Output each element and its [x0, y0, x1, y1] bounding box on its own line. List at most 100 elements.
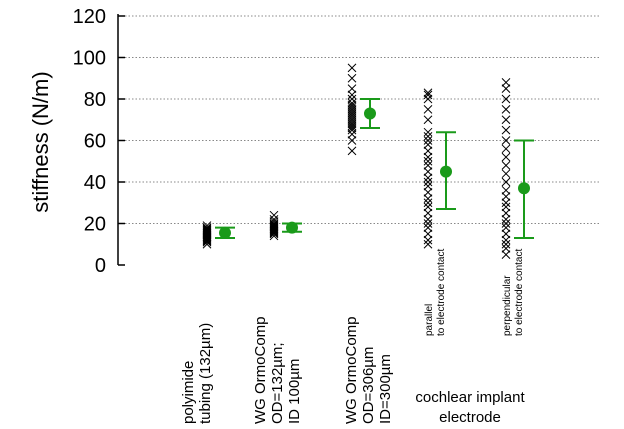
raw-point — [347, 125, 357, 135]
category-label: to electrode contact — [436, 249, 447, 336]
category-labels: polyimide tubing (132µm) WG OrmoComp OD=132… — [180, 249, 525, 426]
raw-point — [501, 219, 511, 228]
raw-point — [501, 78, 511, 87]
raw-point — [269, 214, 279, 224]
category-label: ID 100µm — [286, 359, 303, 424]
raw-point — [501, 208, 511, 218]
raw-point — [347, 121, 357, 131]
raw-point — [501, 136, 511, 145]
raw-point — [423, 156, 433, 166]
category-label: to electrode contact — [514, 249, 525, 336]
raw-point — [347, 136, 357, 145]
category-label: OD=306µm — [360, 347, 377, 424]
raw-point — [347, 94, 357, 104]
raw-point — [347, 109, 357, 118]
raw-point — [501, 192, 511, 201]
raw-point — [501, 202, 511, 212]
raw-point — [501, 239, 511, 249]
raw-point — [202, 221, 212, 230]
raw-point — [202, 227, 212, 237]
raw-point — [501, 244, 511, 253]
raw-point — [423, 127, 433, 137]
category-label: perpendicular — [502, 275, 513, 336]
raw-point — [423, 167, 433, 176]
raw-point — [202, 224, 212, 234]
raw-point — [423, 235, 433, 245]
raw-point — [423, 173, 433, 183]
category-label: WG OrmoComp — [252, 316, 269, 424]
raw-point — [347, 84, 357, 93]
raw-point — [501, 169, 511, 179]
raw-point — [501, 94, 511, 104]
raw-point — [423, 94, 433, 104]
y-tick-label: 20 — [84, 214, 106, 236]
raw-point — [423, 181, 433, 191]
raw-point — [501, 125, 511, 135]
raw-point — [423, 194, 433, 203]
raw-point — [423, 152, 433, 162]
raw-point — [347, 100, 357, 110]
raw-point — [269, 223, 279, 233]
raw-point — [202, 225, 212, 235]
mean-point — [518, 182, 530, 195]
raw-point — [347, 123, 357, 133]
raw-point — [423, 214, 433, 224]
raw-point — [501, 250, 511, 259]
raw-point — [423, 105, 433, 114]
raw-point — [347, 102, 357, 112]
y-tick-label: 100 — [73, 48, 106, 70]
raw-point — [423, 188, 433, 197]
raw-point — [423, 88, 433, 98]
raw-point — [423, 202, 433, 212]
raw-point — [269, 217, 279, 226]
raw-point — [501, 198, 511, 208]
raw-point — [269, 219, 279, 228]
raw-point — [347, 111, 357, 120]
y-tick-label: 40 — [84, 172, 106, 194]
raw-point — [347, 105, 357, 114]
raw-point — [501, 177, 511, 187]
y-axis: 0 20 40 60 80 100 120 — [73, 6, 125, 277]
raw-point — [347, 107, 357, 116]
raw-point — [423, 115, 433, 125]
raw-point — [501, 105, 511, 114]
mean-point — [219, 226, 231, 239]
raw-point — [269, 210, 279, 220]
raw-point — [501, 223, 511, 233]
raw-point — [423, 239, 433, 249]
raw-point — [423, 131, 433, 141]
raw-point — [347, 117, 357, 127]
raw-point — [423, 219, 433, 228]
raw-point — [423, 146, 433, 156]
category-label: tubing (132µm) — [197, 323, 214, 424]
raw-point — [501, 115, 511, 125]
raw-point — [347, 63, 357, 73]
mean-point — [440, 165, 452, 178]
raw-point — [501, 144, 511, 154]
y-tick-label: 80 — [84, 89, 106, 111]
category-label: parallel — [424, 304, 435, 336]
raw-point — [501, 161, 511, 170]
group-label: electrode — [439, 409, 501, 426]
raw-point — [347, 119, 357, 129]
raw-point — [423, 90, 433, 100]
raw-point — [347, 115, 357, 125]
category-label: polyimide — [180, 361, 197, 424]
y-axis-title: stiffness (N/m) — [28, 71, 53, 212]
raw-point — [347, 98, 357, 108]
raw-point — [347, 146, 357, 156]
raw-point — [423, 223, 433, 233]
y-tick-label: 120 — [73, 6, 106, 28]
raw-point — [423, 136, 433, 145]
raw-point — [501, 214, 511, 224]
raw-point — [347, 129, 357, 139]
raw-point — [501, 229, 511, 239]
raw-point — [501, 152, 511, 162]
raw-point — [423, 140, 433, 150]
raw-points — [202, 63, 511, 259]
raw-point — [501, 84, 511, 93]
raw-point — [269, 221, 279, 230]
raw-point — [347, 73, 357, 83]
raw-point — [347, 90, 357, 100]
